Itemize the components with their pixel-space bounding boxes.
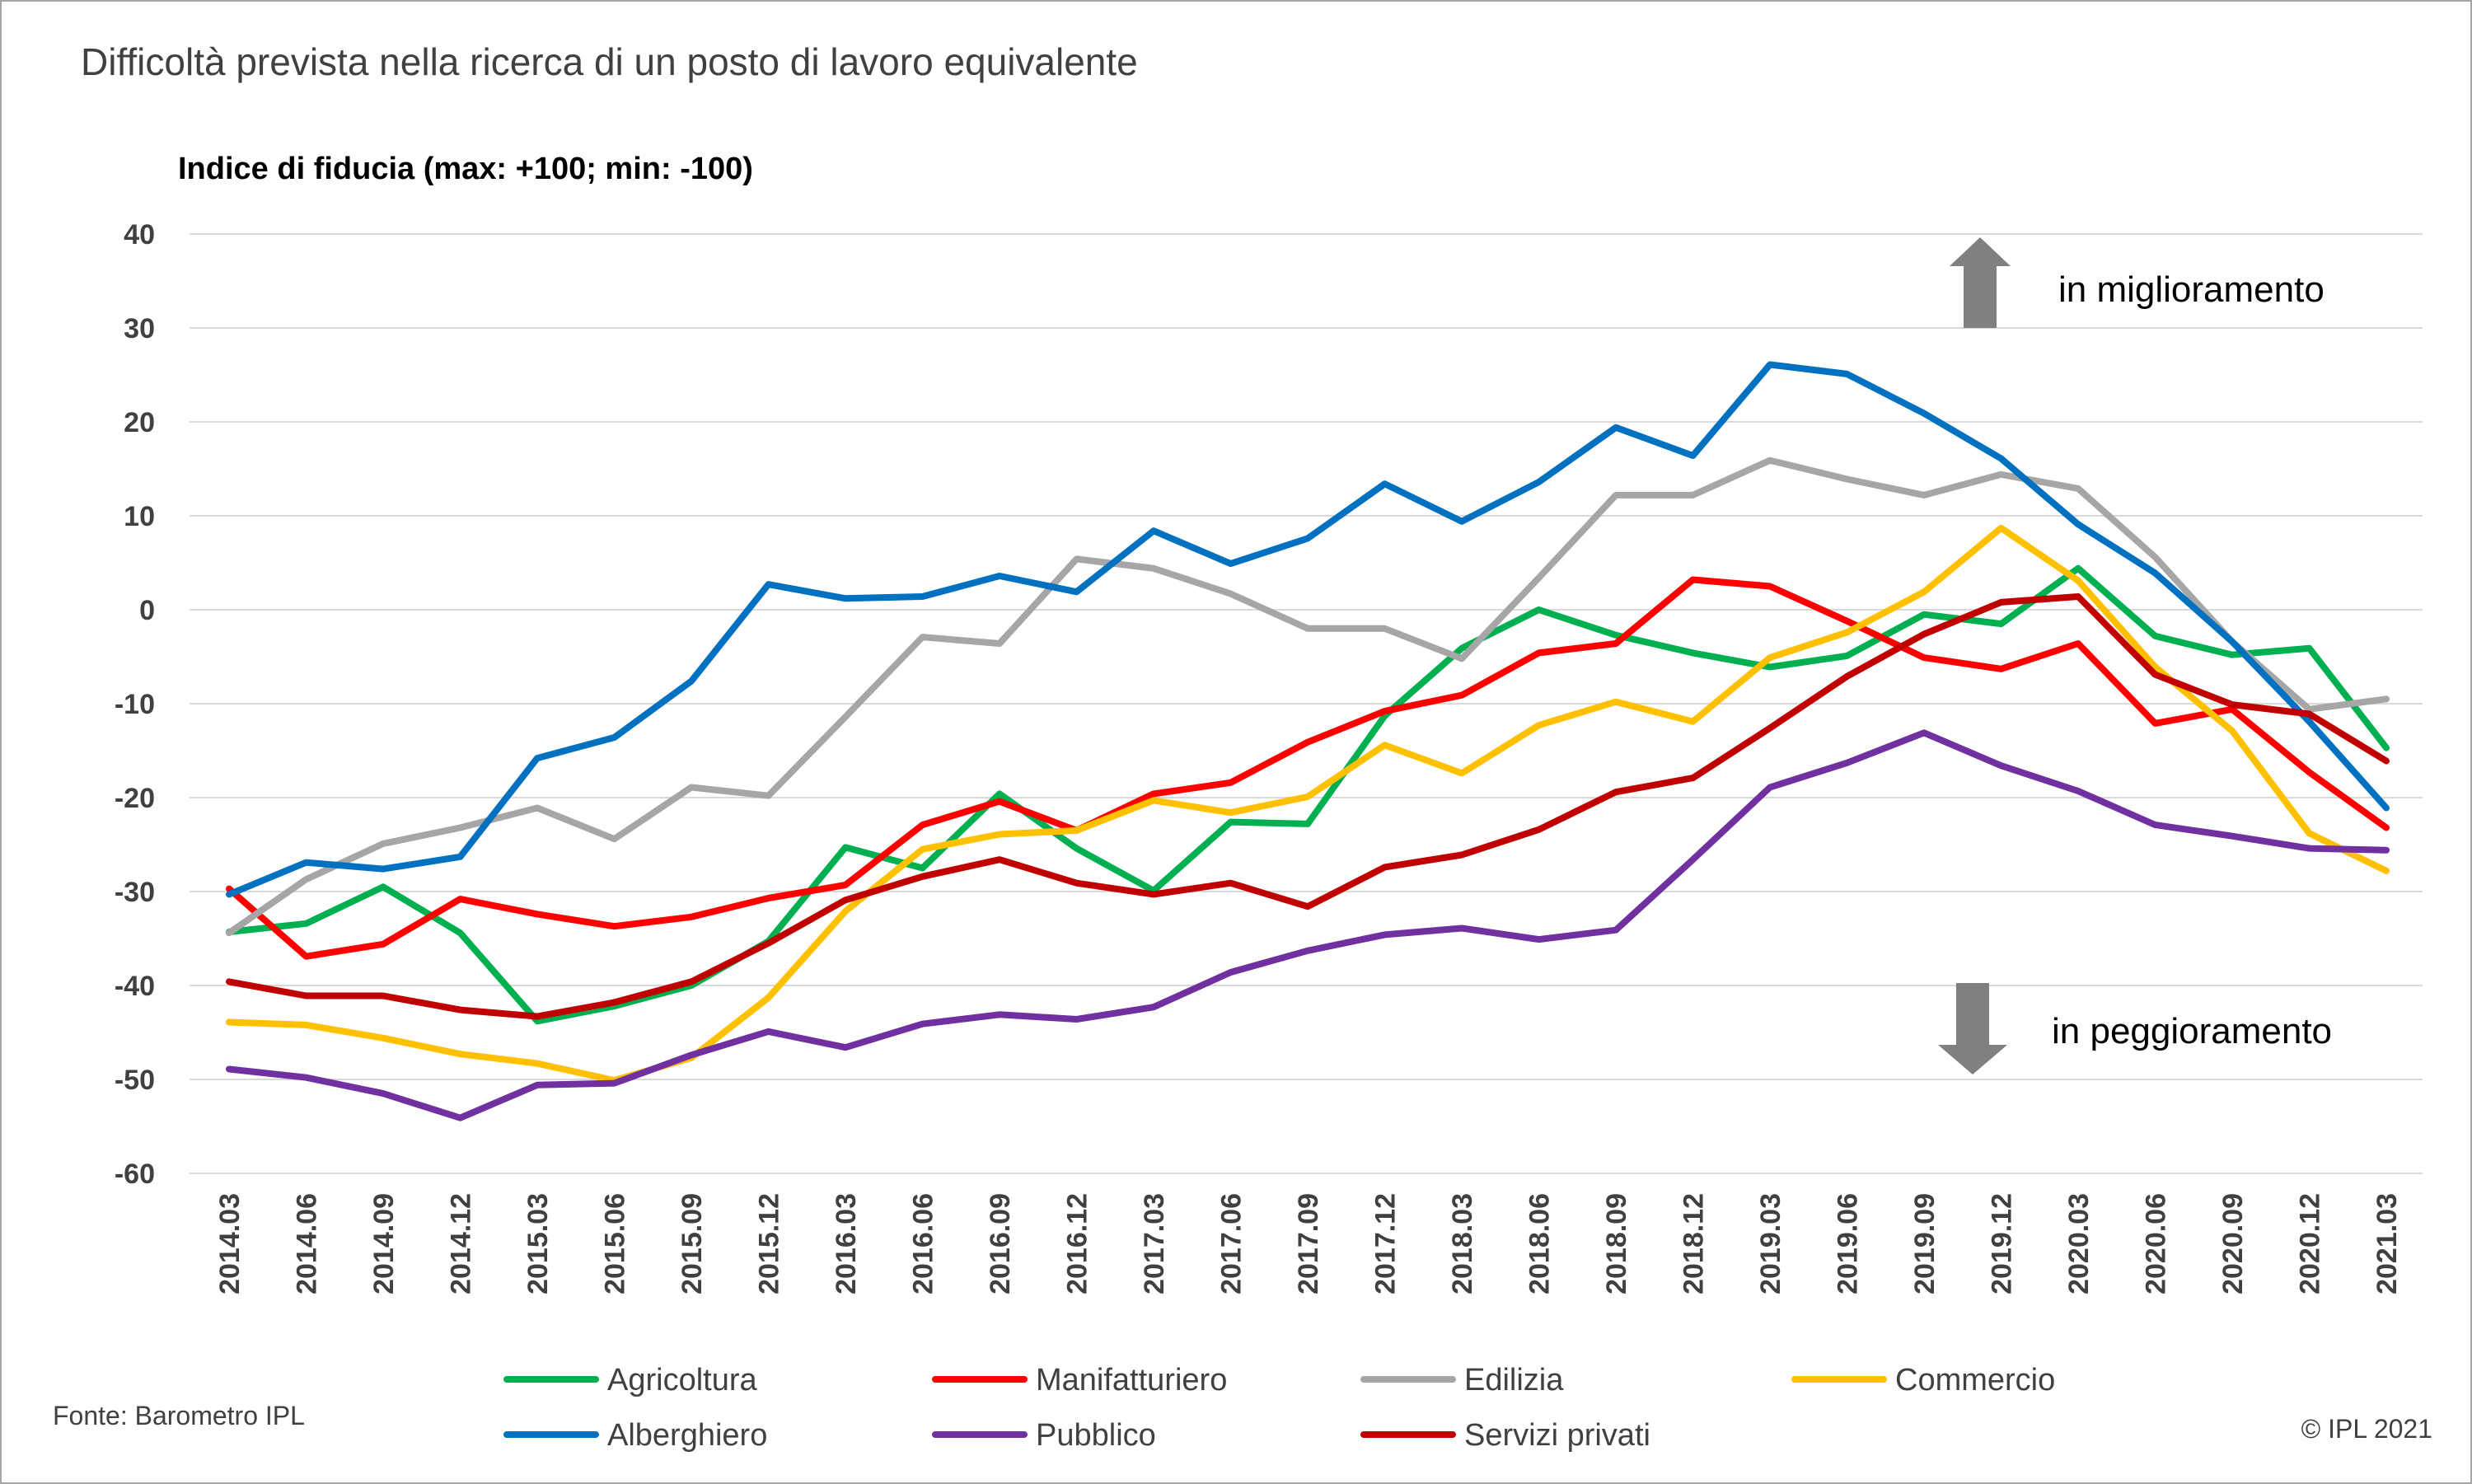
x-tick-label: 2019.12 [1987, 1193, 2018, 1294]
legend-item: Commercio [1791, 1363, 2055, 1397]
x-tick-label: 2017.09 [1293, 1193, 1324, 1294]
legend-label: Edilizia [1464, 1363, 1564, 1397]
y-tick-label: -30 [115, 877, 155, 908]
series-line-edilizia [226, 456, 2390, 937]
x-tick-label: 2016.03 [831, 1193, 862, 1294]
x-tick-label: 2014.06 [292, 1193, 323, 1294]
x-tick-label: 2021.03 [2371, 1193, 2403, 1294]
legend-item: Agricoltura [503, 1363, 757, 1397]
series-line-pubblico [226, 729, 2390, 1121]
y-tick-label: 30 [124, 313, 155, 344]
x-tick-label: 2016.12 [1062, 1193, 1093, 1294]
legend-item: Pubblico [932, 1418, 1156, 1453]
x-tick-label: 2014.03 [214, 1193, 246, 1294]
x-tick-label: 2017.03 [1139, 1193, 1170, 1294]
y-tick-label: -40 [115, 971, 155, 1002]
legend-item: Edilizia [1360, 1363, 1564, 1397]
y-axis-ticks: 40 30 20 10 0 -10 -20 -30 -40 -50 -60 [115, 219, 155, 1190]
annotation-improving: in miglioramento [2058, 269, 2325, 310]
legend-label: Commercio [1895, 1363, 2055, 1397]
arrow-down-icon [1938, 983, 2007, 1074]
x-tick-label: 2014.09 [368, 1193, 400, 1294]
y-tick-label: -60 [115, 1159, 155, 1190]
copyright-note: © IPL 2021 [2301, 1414, 2432, 1444]
legend-item: Manifatturiero [932, 1363, 1227, 1397]
x-tick-label: 2020.06 [2141, 1193, 2172, 1294]
y-tick-label: 0 [139, 595, 155, 626]
x-tick-label: 2017.12 [1370, 1193, 1402, 1294]
y-tick-label: 40 [124, 219, 155, 250]
x-tick-label: 2019.09 [1909, 1193, 1941, 1294]
x-tick-label: 2020.03 [2063, 1193, 2095, 1294]
series-line-agricoltura [226, 564, 2390, 1025]
annotation-worsening: in peggioramento [2052, 1011, 2332, 1051]
x-tick-label: 2019.03 [1755, 1193, 1786, 1294]
x-tick-label: 2016.06 [908, 1193, 939, 1294]
x-tick-label: 2015.06 [600, 1193, 631, 1294]
series-line-alberghiero [226, 361, 2390, 898]
series-line-manifatturiero [226, 576, 2390, 960]
x-tick-label: 2014.12 [446, 1193, 477, 1294]
x-tick-label: 2018.03 [1447, 1193, 1478, 1294]
chart-title: Difficoltà prevista nella ricerca di un … [81, 40, 1138, 83]
x-tick-label: 2020.12 [2295, 1193, 2326, 1294]
x-tick-label: 2020.09 [2217, 1193, 2249, 1294]
x-tick-label: 2017.06 [1216, 1193, 1248, 1294]
x-tick-label: 2015.09 [677, 1193, 708, 1294]
gridlines [190, 233, 2423, 1174]
source-note: Fonte: Barometro IPL [53, 1401, 305, 1430]
x-tick-label: 2018.09 [1601, 1193, 1632, 1294]
legend-label: Manifatturiero [1036, 1363, 1227, 1397]
y-tick-label: -50 [115, 1065, 155, 1096]
legend-label: Agricoltura [607, 1363, 757, 1397]
legend-item: Servizi privati [1360, 1418, 1650, 1453]
legend-label: Servizi privati [1464, 1418, 1650, 1453]
y-axis-label: Indice di fiducia (max: +100; min: -100) [178, 152, 753, 186]
x-tick-label: 2018.06 [1524, 1193, 1556, 1294]
x-tick-label: 2015.12 [754, 1193, 785, 1294]
series-lines [226, 361, 2390, 1121]
arrow-up-icon [1950, 237, 2011, 328]
legend: Agricoltura Manifatturiero Edilizia Commerc… [503, 1363, 2055, 1453]
x-tick-label: 2016.09 [985, 1193, 1016, 1294]
x-tick-label: 2015.03 [522, 1193, 554, 1294]
y-tick-label: 10 [124, 501, 155, 532]
legend-label: Alberghiero [607, 1418, 767, 1453]
y-tick-label: -20 [115, 783, 155, 814]
annotations: in miglioramento in peggioramento [1938, 237, 2332, 1074]
x-axis-ticks: 2014.03 2014.06 2014.09 2014.12 2015.03 2015.… [214, 1193, 2403, 1294]
legend-item: Alberghiero [503, 1418, 767, 1453]
series-line-commercio [226, 524, 2390, 1084]
y-tick-label: -10 [115, 689, 155, 720]
y-tick-label: 20 [124, 407, 155, 438]
legend-label: Pubblico [1036, 1418, 1156, 1453]
series-line-servizi-privati [226, 593, 2390, 1020]
x-tick-label: 2019.06 [1833, 1193, 1864, 1294]
x-tick-label: 2018.12 [1678, 1193, 1710, 1294]
